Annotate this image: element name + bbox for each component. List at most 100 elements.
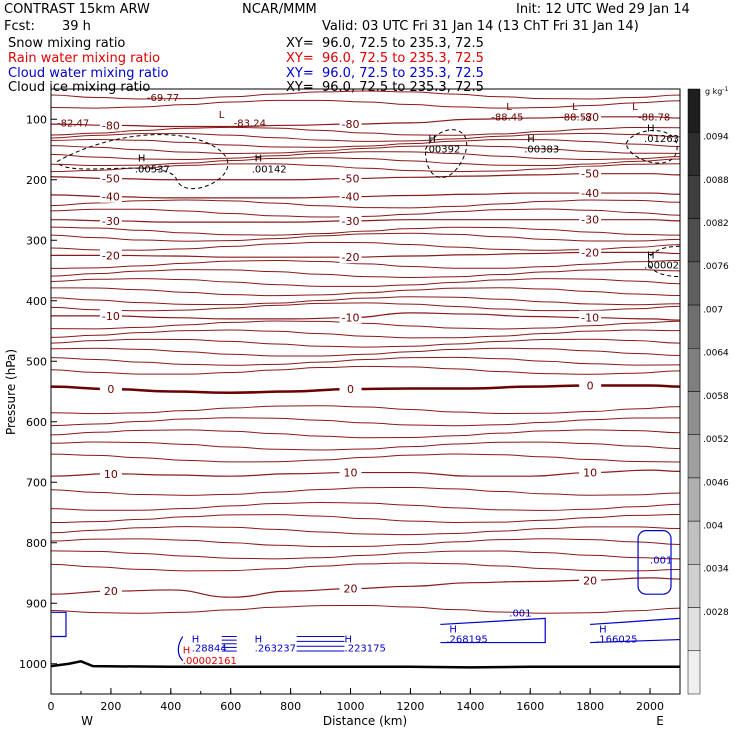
isotherm-line (50, 453, 681, 463)
cloud-water-contour (177, 636, 184, 662)
contour-label-bg (579, 310, 602, 324)
field-name-rain: Rain water mixing ratio (8, 51, 161, 66)
cloud-water-contour (440, 617, 546, 644)
isotherm-line (50, 208, 681, 218)
contour-label: -80 (342, 118, 360, 131)
field-xy-snow: XY= 96.0, 72.5 to 235.3, 72.5 (286, 36, 484, 51)
isotherm-line (50, 138, 681, 148)
isotherm-line (50, 562, 681, 572)
isotherm-line (50, 441, 681, 451)
isotherm-background-layer (50, 90, 681, 614)
terrain-layer (50, 129, 681, 669)
contour-label-bg (339, 581, 362, 595)
colorbar-swatch (687, 304, 701, 349)
colorbar-label: .0094 (703, 133, 729, 143)
init-time: Init: 12 UTC Wed 29 Jan 14 (516, 2, 690, 17)
x-tick-label: 1600 (516, 700, 544, 713)
isotherm-line (50, 405, 681, 415)
contour-extremum-label: .00537 (135, 164, 170, 175)
contour-extremum-label: .00002161 (183, 656, 237, 667)
y-tick-label: 400 (26, 295, 47, 308)
field-name-cloud-ice: Cloud ice mixing ratio (8, 80, 151, 95)
snow-contour (424, 129, 468, 178)
contour-extremum-label: .00383 (524, 145, 559, 156)
x-tick-label: 1400 (456, 700, 484, 713)
forecast-hour: 39 h (62, 19, 91, 34)
contour-extremum-label: .263237 (255, 644, 296, 655)
field-xy-rain: XY= 96.0, 72.5 to 235.3, 72.5 (286, 51, 484, 66)
isotherm-line (50, 296, 681, 306)
isotherm-line (50, 226, 681, 236)
contour-extremum-label: -88.57 (560, 112, 592, 123)
contour-extremum-label: -82.47 (57, 119, 89, 130)
contour-extremum-label: -88.78 (638, 112, 670, 123)
colorbar-label: .0082 (703, 219, 729, 229)
isotherm-line (50, 338, 681, 348)
x-tick-label: 1200 (396, 700, 424, 713)
isotherm-line (50, 320, 681, 330)
colorbar-unit: g kg-1 (705, 86, 729, 96)
x-tick-label: 0 (48, 700, 55, 713)
x-end-label-east: E (656, 714, 664, 728)
contour-extremum-label: .00392 (425, 145, 460, 156)
valid-time: Valid: 03 UTC Fri 31 Jan 14 (13 ChT Fri … (322, 19, 639, 34)
contour-label-bg (339, 382, 362, 396)
contour-label: -20 (581, 246, 599, 259)
contour-label: 20 (344, 583, 358, 596)
colorbar-swatch (687, 175, 701, 219)
contour-label-bg (99, 584, 122, 598)
isotherm-line (50, 241, 681, 251)
isotherm-line (50, 486, 681, 496)
y-tick-label: 600 (26, 416, 47, 429)
x-tick-label: 1800 (576, 700, 604, 713)
org-label: NCAR/MMM (242, 2, 317, 17)
field-xy-cloud-water: XY= 96.0, 72.5 to 235.3, 72.5 (286, 66, 484, 81)
model-title: CONTRAST 15km ARW (4, 2, 150, 17)
contour-label-bg (99, 171, 122, 185)
isotherm-line (50, 278, 681, 287)
x-tick-label: 800 (280, 700, 301, 713)
cloud-water-contour (51, 611, 67, 638)
snow-contour (648, 245, 681, 278)
contour-label-bg (99, 466, 122, 480)
isotherm-line (50, 514, 681, 524)
y-axis-title: Pressure (hPa) (4, 349, 18, 435)
contour-label: 20 (104, 585, 118, 598)
colorbar-label: .0028 (703, 608, 729, 618)
contour-extremum-label: .28844 (192, 644, 227, 655)
x-axis-title: Distance (km) (323, 714, 407, 728)
isotherm-line (50, 501, 681, 511)
colorbar-swatch (687, 218, 701, 263)
contour-label-bg (99, 382, 122, 396)
contour-label: -30 (581, 214, 599, 227)
contour-label-bg (579, 245, 602, 259)
contour-label: -30 (102, 215, 120, 228)
y-tick-label: 200 (26, 174, 47, 187)
contour-extremum-label: .223175 (345, 644, 386, 655)
colorbar-label: .0076 (703, 262, 729, 272)
contour-extremum-label: .00002 (644, 261, 679, 272)
contour-label-bg (579, 212, 602, 226)
colorbar-label: .0064 (703, 349, 729, 359)
isotherm-line (50, 269, 681, 279)
contour-label: 10 (344, 467, 358, 480)
colorbar-label: .0052 (703, 435, 729, 445)
contour-label-bg (579, 465, 602, 479)
contour-label: -40 (102, 191, 120, 204)
contour-extremum-label: L (219, 110, 225, 121)
snow-contour (625, 130, 678, 164)
contour-label: 10 (104, 468, 118, 481)
contour-label-bg (579, 378, 602, 392)
contour-extremum-label: H (449, 624, 457, 635)
contour-label: -80 (581, 111, 599, 124)
isotherm-line (50, 199, 681, 209)
contour-label: 0 (107, 383, 114, 396)
colorbar-swatch (687, 520, 701, 565)
contour-label: -20 (102, 249, 120, 262)
isotherm-line (50, 429, 681, 439)
contour-label-bg (339, 189, 362, 203)
contour-extremum-label: H (527, 134, 535, 145)
colorbar-label: .004 (703, 521, 723, 531)
contour-extremum-label: -69.77 (147, 93, 179, 104)
